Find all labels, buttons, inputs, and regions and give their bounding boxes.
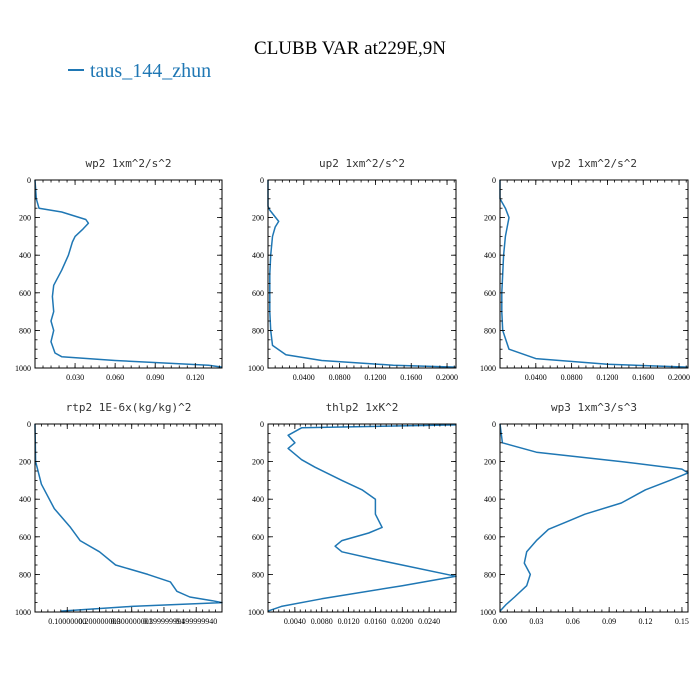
series-line-0 <box>34 423 223 612</box>
figure-title: CLUBB VAR at229E,9N <box>254 38 446 59</box>
y-tick-label: 800 <box>252 326 264 335</box>
panel-4: thlp2 1xK^2 0 200 400 600 800 1000 0.0040 0.0080… <box>248 401 457 626</box>
y-tick-label: 600 <box>484 289 496 298</box>
y-tick-label: 800 <box>252 570 264 579</box>
x-tick-label: 0.0160 <box>364 617 386 626</box>
y-tick-label: 0 <box>492 420 496 429</box>
x-tick-label: 0.1200 <box>596 373 618 382</box>
y-tick-label: 200 <box>252 214 264 223</box>
x-tick-label: 0.09 <box>602 617 616 626</box>
x-tick-label: 0.12 <box>639 617 653 626</box>
y-tick-label: 0 <box>492 176 496 185</box>
y-tick-label: 200 <box>484 458 496 467</box>
x-tick-label: 0.00 <box>493 617 507 626</box>
legend-label: taus_144_zhun <box>90 60 211 82</box>
x-tick-label: 0.0400 <box>525 373 547 382</box>
series-line-0 <box>499 423 689 612</box>
x-tick-label: 0.2000 <box>668 373 690 382</box>
x-tick-label: 0.15 <box>675 617 689 626</box>
panel-title: thlp2 1xK^2 <box>326 401 399 414</box>
y-tick-label: 600 <box>484 533 496 542</box>
y-tick-label: 400 <box>484 495 496 504</box>
x-tick-label: 0.10000000 <box>48 617 86 626</box>
panel-1: up2 1xm^2/s^2 0 200 400 600 800 1000 0.0400 0.08… <box>248 157 458 382</box>
y-tick-label: 800 <box>484 326 496 335</box>
y-tick-label: 600 <box>252 533 264 542</box>
x-tick-label: 0.399999991 <box>143 617 185 626</box>
x-tick-label: 0.090 <box>146 373 164 382</box>
x-tick-label: 0.120 <box>186 373 204 382</box>
x-tick-label: 0.0200 <box>391 617 413 626</box>
x-tick-label: 0.200000000 <box>78 617 120 626</box>
x-tick-label: 0.0800 <box>561 373 583 382</box>
x-tick-label: 0.300000001 <box>111 617 153 626</box>
x-tick-label: 0.030 <box>66 373 84 382</box>
y-tick-label: 0 <box>260 420 264 429</box>
y-tick-label: 400 <box>19 251 31 260</box>
x-tick-label: 0.2000 <box>436 373 458 382</box>
x-tick-label: 0.0040 <box>284 617 306 626</box>
x-tick-label: 0.06 <box>566 617 580 626</box>
x-tick-label: 0.1600 <box>632 373 654 382</box>
y-tick-label: 0 <box>27 420 31 429</box>
y-tick-label: 0 <box>27 176 31 185</box>
y-tick-label: 800 <box>19 570 31 579</box>
y-tick-label: 400 <box>252 495 264 504</box>
x-tick-label: 0.0400 <box>293 373 315 382</box>
x-tick-label: 0.03 <box>529 617 543 626</box>
x-tick-label: 0.0120 <box>338 617 360 626</box>
y-tick-label: 800 <box>484 570 496 579</box>
panel-title: up2 1xm^2/s^2 <box>319 157 405 170</box>
y-tick-label: 1000 <box>480 608 496 617</box>
x-tick-label: 0.0240 <box>418 617 440 626</box>
y-tick-label: 400 <box>484 251 496 260</box>
y-tick-label: 200 <box>19 214 31 223</box>
x-tick-label: 0.1200 <box>364 373 386 382</box>
panel-title: rtp2 1E-6x(kg/kg)^2 <box>66 401 192 414</box>
panel-title: wp2 1xm^2/s^2 <box>85 157 171 170</box>
y-tick-label: 200 <box>19 458 31 467</box>
panel-5: wp3 1xm^3/s^3 0 200 400 600 800 10000.00 0.03 0.… <box>480 401 689 626</box>
y-tick-label: 1000 <box>248 608 264 617</box>
x-tick-label: 0.060 <box>106 373 124 382</box>
y-tick-label: 1000 <box>15 364 31 373</box>
x-tick-label: 0.0800 <box>329 373 351 382</box>
y-tick-label: 200 <box>252 458 264 467</box>
series-line-0 <box>499 180 689 368</box>
x-tick-label: 0.499999940 <box>175 617 217 626</box>
y-tick-label: 400 <box>252 251 264 260</box>
panel-2: vp2 1xm^2/s^2 0 200 400 600 800 1000 0.0400 0.08… <box>480 157 690 382</box>
panel-title: vp2 1xm^2/s^2 <box>551 157 637 170</box>
legend: taus_144_zhun <box>68 60 211 82</box>
series-line-0 <box>34 179 223 368</box>
y-tick-label: 600 <box>252 289 264 298</box>
y-tick-label: 600 <box>19 533 31 542</box>
y-tick-label: 0 <box>260 176 264 185</box>
y-tick-label: 600 <box>19 289 31 298</box>
panel-title: wp3 1xm^3/s^3 <box>551 401 637 414</box>
y-tick-label: 800 <box>19 326 31 335</box>
series-line-0 <box>267 424 457 612</box>
y-tick-label: 400 <box>19 495 31 504</box>
x-tick-label: 0.1600 <box>400 373 422 382</box>
y-tick-label: 1000 <box>15 608 31 617</box>
y-tick-label: 1000 <box>480 364 496 373</box>
y-tick-label: 200 <box>484 214 496 223</box>
x-tick-label: 0.0080 <box>311 617 333 626</box>
y-tick-label: 1000 <box>248 364 264 373</box>
panel-0: wp2 1xm^2/s^2 0 200 400 600 800 1000 0.030 0.060… <box>15 157 223 382</box>
panel-3: rtp2 1E-6x(kg/kg)^2 0 200 400 600 800 1000 0.10… <box>15 401 223 626</box>
